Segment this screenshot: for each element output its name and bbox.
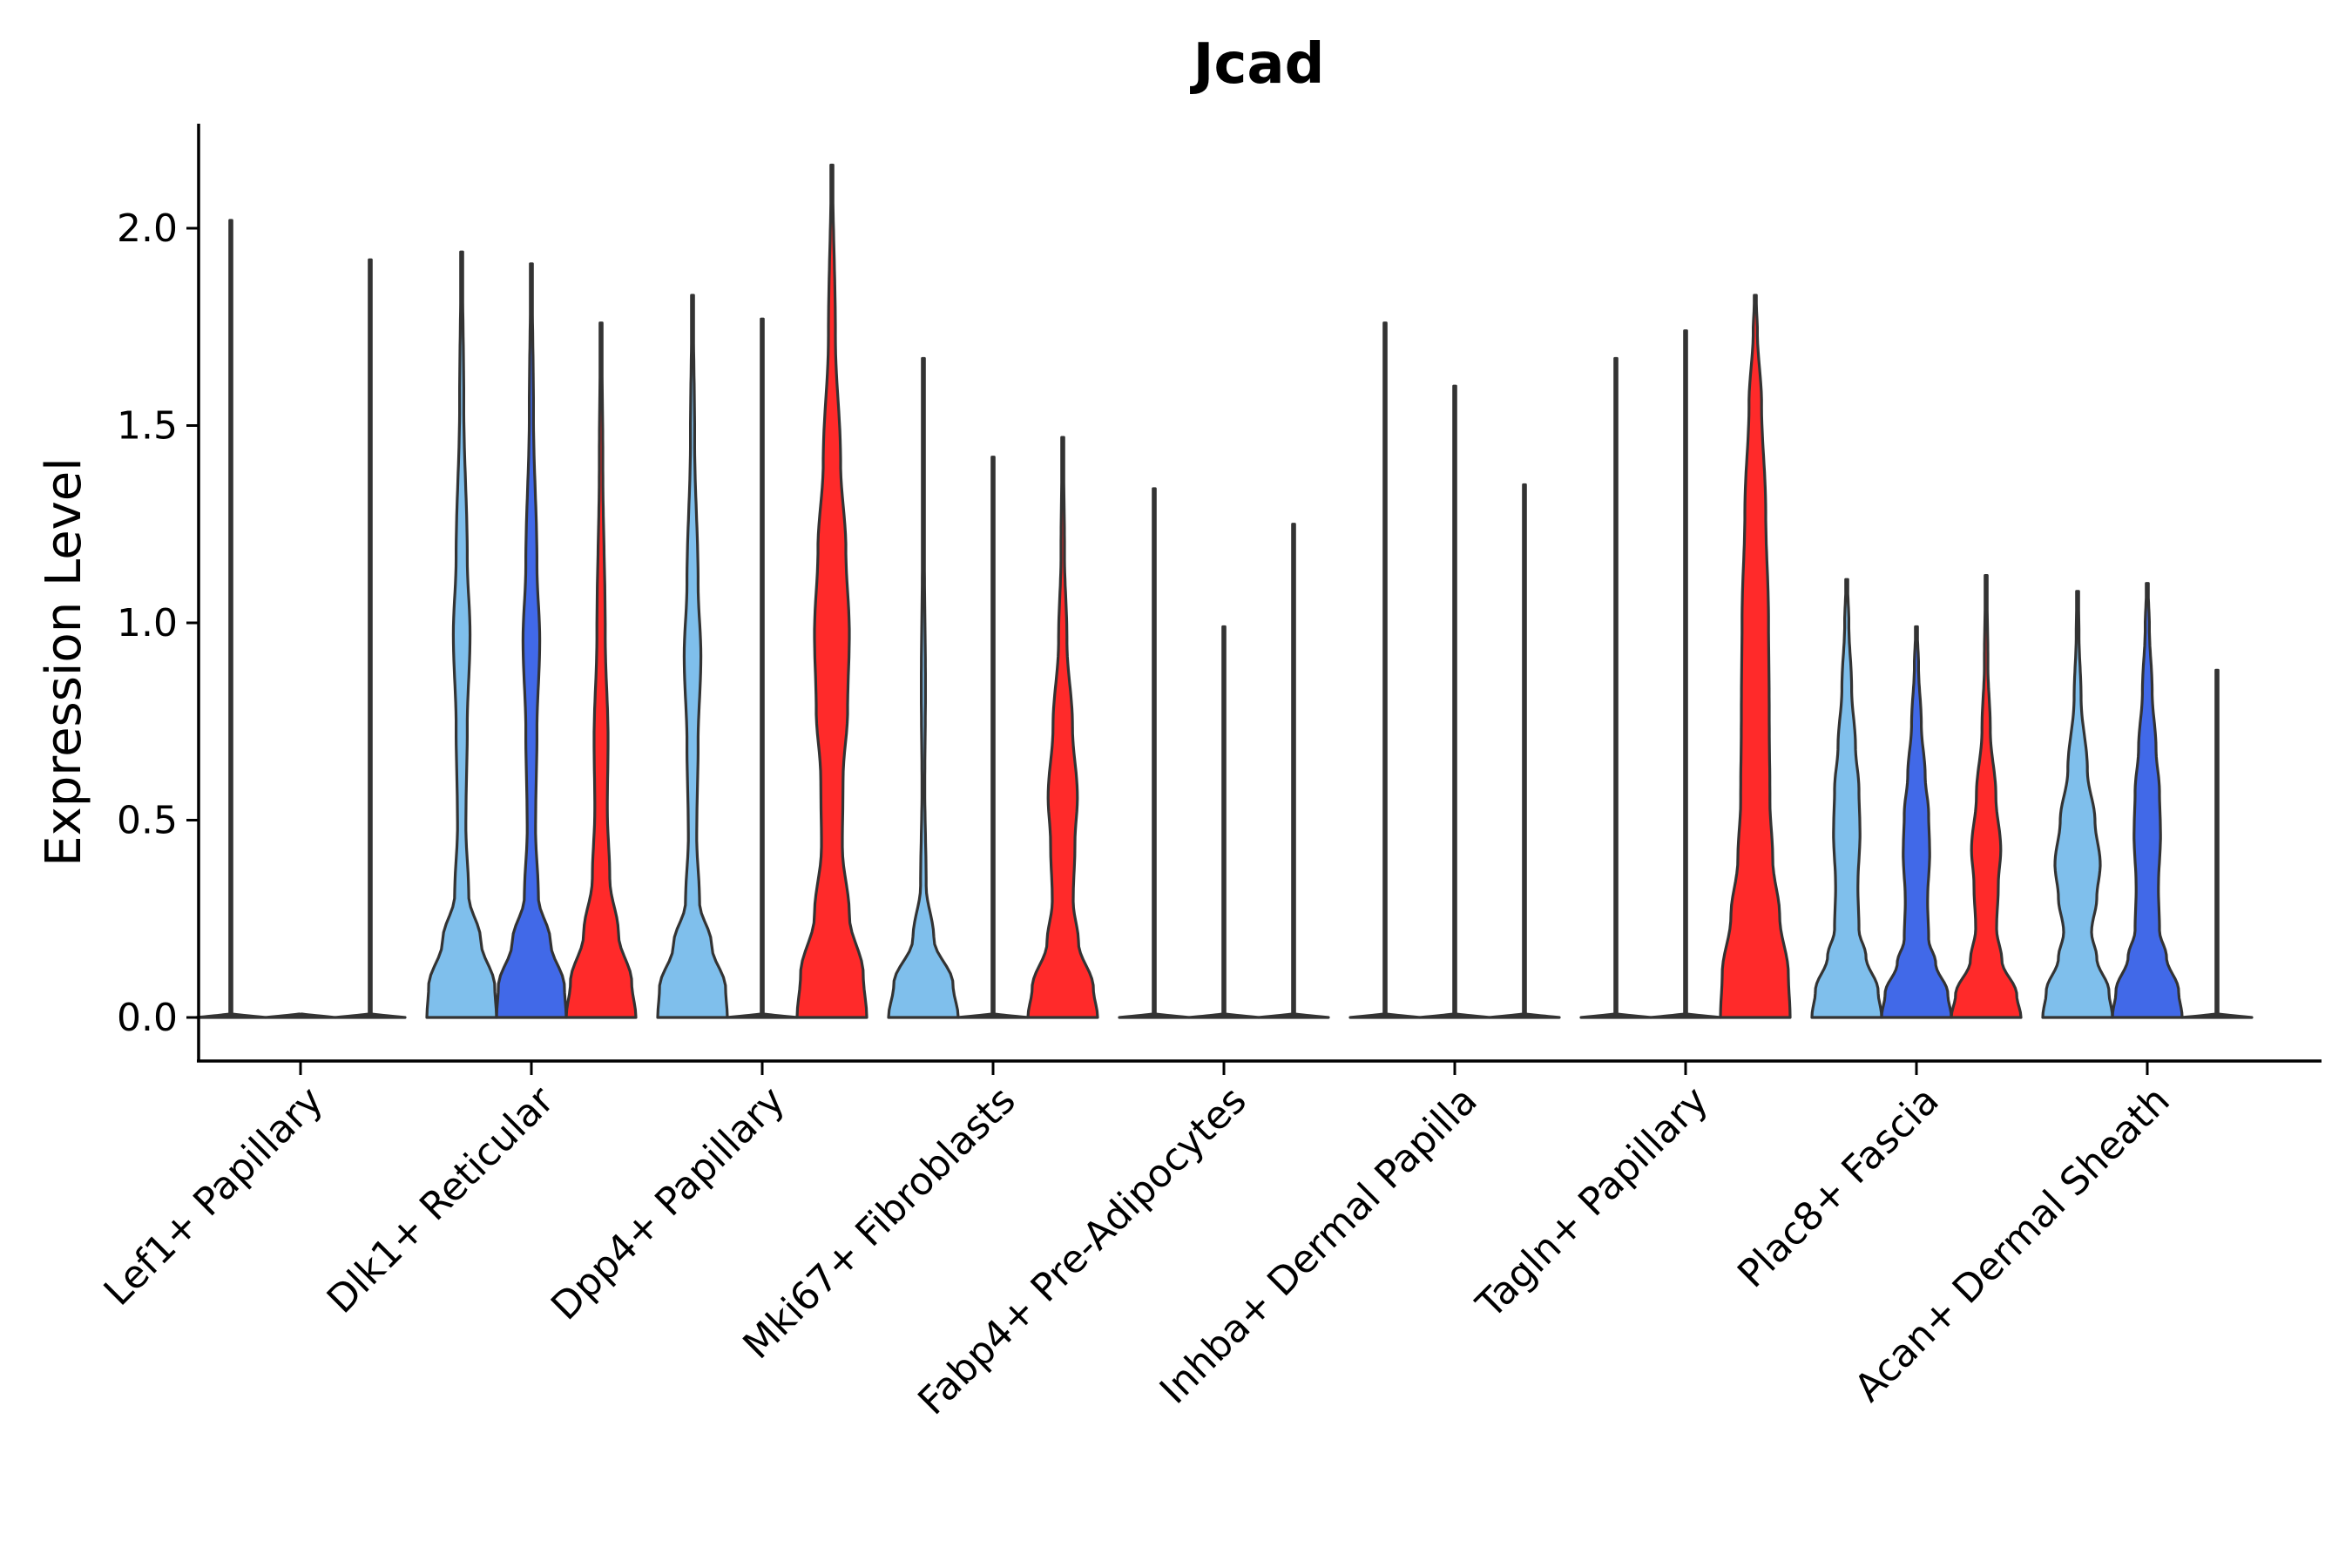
violin-fabp4-pre-adipocytes-3 [1257,523,1330,1019]
y-axis-label: Expression Level [36,457,92,867]
violin-mki67-fibroblasts-1 [887,356,960,1019]
violin-lef1-papillary-1 [194,219,267,1019]
y-tick-label: 0.0 [117,996,178,1040]
violin-tagln-papillary-3 [1719,294,1792,1019]
x-tick-label: Lef1+ Papillary [96,1078,332,1315]
violin-acan-dermal-sheath-2 [2111,582,2184,1019]
violin-inhba-dermal-papilla-2 [1418,384,1491,1019]
violin-dlk1-reticular-3 [564,321,638,1019]
violin-plac8-fascia-3 [1950,574,2023,1019]
violin-fabp4-pre-adipocytes-1 [1118,487,1191,1019]
y-tick-label: 1.5 [117,404,178,449]
violin-plac8-fascia-2 [1880,625,1953,1019]
y-tick-label: 2.0 [117,206,178,251]
violin-plac8-fascia-1 [1810,578,1883,1019]
violin-group [194,163,2254,1019]
violin-acan-dermal-sheath-1 [2041,590,2114,1019]
violin-dpp4-papillary-1 [656,294,729,1019]
violin-inhba-dermal-papilla-1 [1348,321,1422,1019]
violin-dpp4-papillary-3 [795,163,868,1019]
x-tick-label: Dlk1+ Reticular [319,1078,564,1322]
violin-fabp4-pre-adipocytes-2 [1187,625,1260,1019]
violin-lef1-papillary-3 [334,258,407,1019]
violin-tagln-papillary-1 [1579,356,1652,1019]
violin-mki67-fibroblasts-2 [956,456,1030,1019]
chart-title: Jcad [1190,32,1325,97]
violin-dpp4-papillary-2 [726,317,799,1019]
x-tick-label: Tagln+ Papillary [1468,1078,1717,1328]
violin-mki67-fibroblasts-3 [1026,436,1099,1019]
violin-lef1-papillary-2 [264,1012,337,1019]
violin-dlk1-reticular-1 [425,250,498,1019]
violin-acan-dermal-sheath-3 [2180,668,2254,1019]
y-axis-ticks: 0.0 0.5 1.0 1.5 2.0 [117,206,199,1040]
y-tick-label: 0.5 [117,799,178,843]
y-tick-label: 1.0 [117,601,178,645]
violin-tagln-papillary-2 [1649,329,1722,1019]
x-tick-label: Dpp4+ Papillary [543,1078,794,1329]
violin-inhba-dermal-papilla-3 [1488,483,1561,1019]
violin-dlk1-reticular-2 [495,262,568,1019]
x-tick-label: Plac8+ Fascia [1729,1078,1948,1297]
